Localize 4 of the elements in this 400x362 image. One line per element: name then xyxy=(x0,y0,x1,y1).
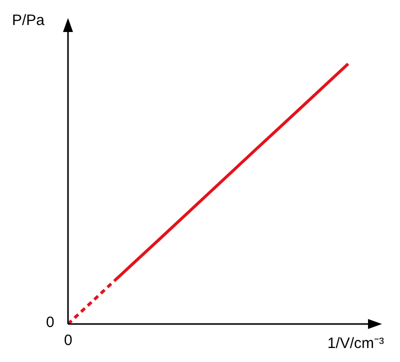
x-axis-title: 1/V/cm⁻³ xyxy=(327,334,384,352)
text: 0 xyxy=(64,332,72,349)
y-axis-title: P/Pa xyxy=(12,12,45,29)
text: 0 xyxy=(46,314,54,331)
